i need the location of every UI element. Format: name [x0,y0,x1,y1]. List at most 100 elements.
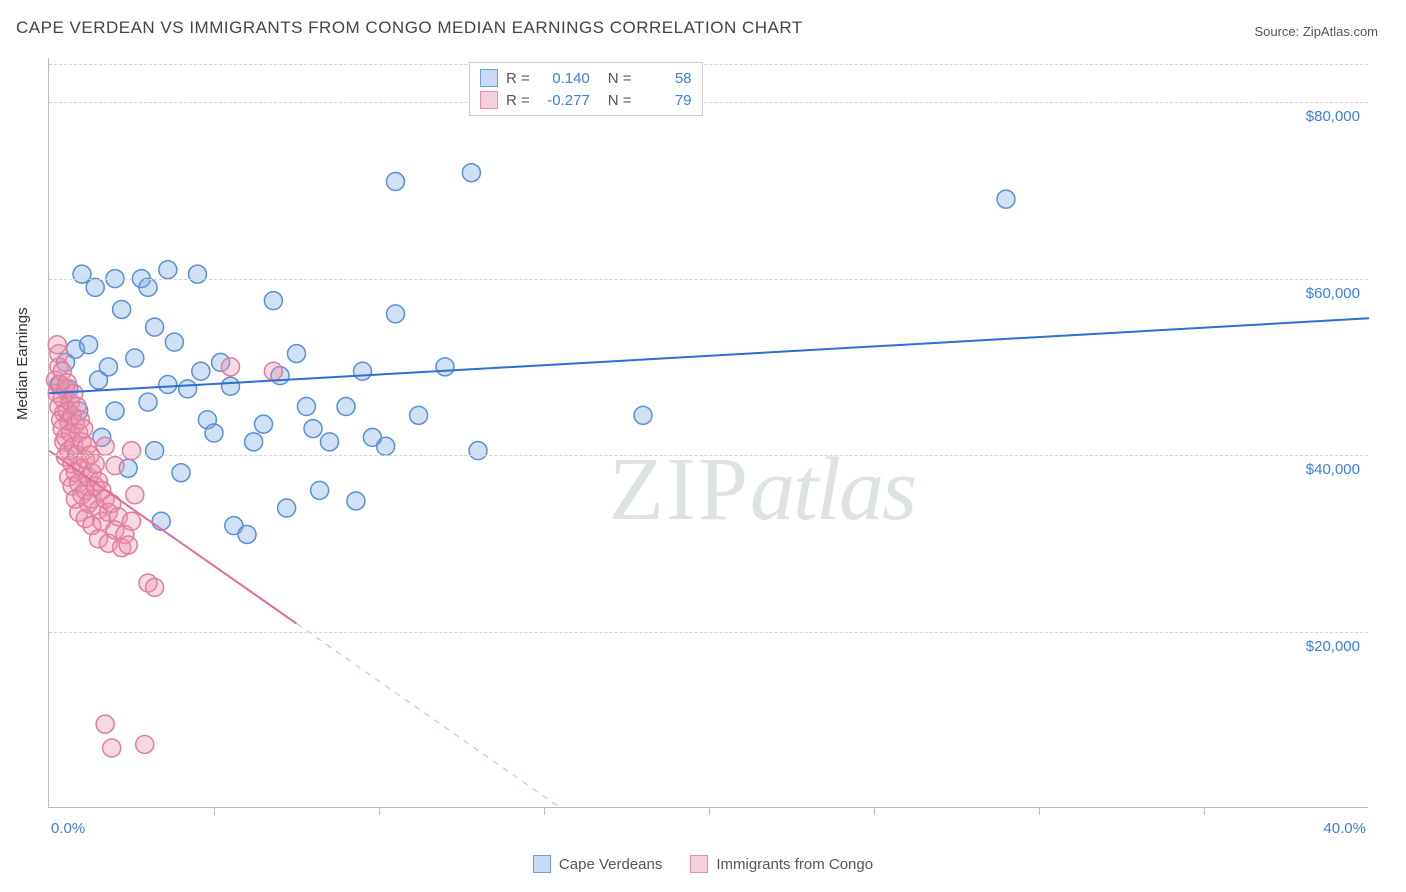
scatter-point [297,398,315,416]
gridline [49,455,1368,456]
scatter-point [311,481,329,499]
scatter-point [139,393,157,411]
legend-item: Immigrants from Congo [690,840,873,888]
series-legend: Cape Verdeans Immigrants from Congo [0,840,1406,888]
scatter-point [96,437,114,455]
scatter-point [387,305,405,323]
y-tick-label: $20,000 [1306,638,1360,655]
gridline [49,279,1368,280]
scatter-point [363,428,381,446]
legend-item: Cape Verdeans [533,840,662,888]
scatter-point [222,377,240,395]
scatter-point [48,336,66,354]
legend-row: R = -0.277 N = 79 [480,89,692,111]
scatter-point [139,278,157,296]
legend-n-label: N = [608,70,632,87]
scatter-point [238,525,256,543]
y-tick-label: $80,000 [1306,108,1360,125]
scatter-point [106,402,124,420]
scatter-point [126,349,144,367]
legend-n-value: 58 [640,70,692,87]
scatter-point [192,362,210,380]
x-tick [379,807,380,815]
scatter-point [634,406,652,424]
legend-row: R = 0.140 N = 58 [480,67,692,89]
y-axis-title: Median Earnings [14,307,31,420]
gridline [49,632,1368,633]
series-name: Cape Verdeans [559,856,662,873]
scatter-point [96,715,114,733]
scatter-point [113,300,131,318]
scatter-point [179,380,197,398]
scatter-point [337,398,355,416]
x-tick [1039,807,1040,815]
chart-title: CAPE VERDEAN VS IMMIGRANTS FROM CONGO ME… [16,18,803,38]
legend-r-value: 0.140 [538,70,590,87]
scatter-point [189,265,207,283]
scatter-point [462,164,480,182]
scatter-point [165,333,183,351]
scatter-point [172,464,190,482]
plot-svg [49,58,1368,807]
swatch-pink [690,855,708,873]
y-tick-label: $40,000 [1306,461,1360,478]
scatter-point [123,512,141,530]
scatter-point [73,265,91,283]
scatter-point [387,173,405,191]
scatter-point [264,362,282,380]
scatter-point [119,536,137,554]
scatter-point [103,739,121,757]
swatch-blue [480,69,498,87]
legend-r-label: R = [506,70,530,87]
source-label: Source: ZipAtlas.com [1254,24,1378,39]
scatter-point [80,336,98,354]
scatter-point [146,578,164,596]
scatter-point [288,345,306,363]
scatter-point [126,486,144,504]
gridline [49,102,1368,103]
legend-n-label: N = [608,92,632,109]
scatter-point [86,455,104,473]
plot-area: ZIPatlas R = 0.140 N = 58 R = -0.277 N =… [48,58,1368,808]
scatter-point [410,406,428,424]
legend-r-value: -0.277 [538,92,590,109]
scatter-point [278,499,296,517]
scatter-point [222,358,240,376]
series-name: Immigrants from Congo [716,856,873,873]
swatch-blue [533,855,551,873]
x-tick [214,807,215,815]
scatter-point [99,358,117,376]
legend-r-label: R = [506,92,530,109]
scatter-point [436,358,454,376]
trendline-dashed [297,624,561,808]
scatter-point [205,424,223,442]
x-tick [874,807,875,815]
scatter-point [159,261,177,279]
trendline [49,318,1369,393]
scatter-point [997,190,1015,208]
scatter-point [321,433,339,451]
legend-n-value: 79 [640,92,692,109]
swatch-pink [480,91,498,109]
x-min-label: 0.0% [51,820,85,837]
scatter-point [146,318,164,336]
x-tick [544,807,545,815]
scatter-point [354,362,372,380]
scatter-point [86,278,104,296]
scatter-point [159,375,177,393]
scatter-point [75,420,93,438]
y-tick-label: $60,000 [1306,285,1360,302]
scatter-point [136,735,154,753]
scatter-point [304,420,322,438]
scatter-point [245,433,263,451]
scatter-point [106,457,124,475]
x-tick [1204,807,1205,815]
scatter-point [146,442,164,460]
scatter-point [264,292,282,310]
x-max-label: 40.0% [1323,820,1366,837]
x-tick [709,807,710,815]
scatter-point [152,512,170,530]
scatter-point [123,442,141,460]
scatter-point [255,415,273,433]
scatter-point [347,492,365,510]
